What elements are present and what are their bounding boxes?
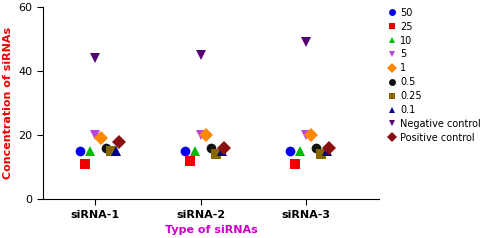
Legend: 50, 25, 10, 5, 1, 0.5, 0.25, 0.1, Negative control, Positive control: 50, 25, 10, 5, 1, 0.5, 0.25, 0.1, Negati… <box>388 8 481 143</box>
X-axis label: Type of siRNAs: Type of siRNAs <box>165 225 257 235</box>
Y-axis label: Concentration of siRNAs: Concentration of siRNAs <box>3 27 13 179</box>
